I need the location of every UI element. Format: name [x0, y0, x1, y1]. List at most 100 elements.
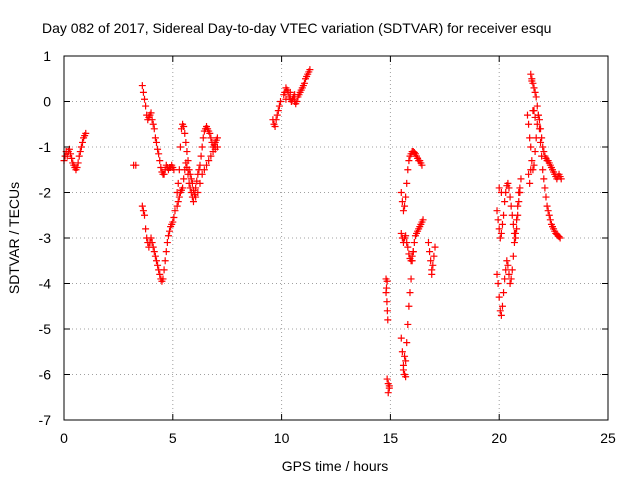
data-point-marker [399, 366, 407, 374]
data-point-marker [187, 175, 195, 183]
data-point-marker [404, 166, 412, 174]
data-point-marker [272, 116, 280, 124]
data-point-marker [149, 243, 157, 251]
data-point-marker [532, 93, 540, 101]
data-point-marker [507, 202, 515, 210]
data-point-marker [170, 214, 178, 222]
data-point-marker [75, 152, 83, 160]
data-point-marker [203, 161, 211, 169]
data-point-marker [192, 193, 200, 201]
data-point-marker [183, 163, 191, 171]
data-point-marker [166, 227, 174, 235]
data-point-marker [530, 84, 538, 92]
data-point-marker [427, 257, 435, 265]
data-point-marker [148, 116, 156, 124]
data-point-marker [407, 275, 415, 283]
data-point-marker [189, 198, 197, 206]
data-point-marker [152, 138, 160, 146]
data-point-marker [384, 389, 392, 397]
data-point-marker [408, 252, 416, 260]
data-point-marker [494, 216, 502, 224]
data-point-marker [150, 125, 158, 133]
data-point-marker [540, 175, 548, 183]
data-point-marker [512, 229, 520, 237]
data-point-marker [275, 102, 283, 110]
data-point-marker [383, 307, 391, 315]
data-point-marker [497, 229, 505, 237]
data-point-marker [418, 161, 426, 169]
data-point-marker [306, 66, 314, 74]
data-point-marker [506, 193, 514, 201]
data-point-marker [514, 211, 522, 219]
data-point-marker [500, 289, 508, 297]
data-point-marker [515, 189, 523, 196]
data-point-marker [506, 280, 514, 287]
data-point-marker [141, 95, 149, 103]
data-point-marker [194, 189, 202, 196]
data-point-marker [513, 216, 521, 224]
data-point-marker [383, 277, 391, 285]
data-point-marker [407, 257, 415, 265]
data-point-marker [274, 107, 282, 115]
data-point-marker [151, 252, 159, 260]
data-point-marker [207, 152, 215, 160]
data-point-marker [556, 234, 564, 242]
data-point-marker [530, 161, 538, 169]
data-point-marker [508, 266, 516, 274]
data-point-marker [67, 150, 75, 158]
data-point-marker [544, 207, 552, 215]
data-point-marker [410, 148, 418, 156]
data-point-marker [542, 193, 550, 201]
data-point-marker [156, 270, 164, 278]
data-point-marker [132, 161, 140, 169]
data-point-marker [139, 207, 147, 215]
data-point-marker [286, 88, 294, 96]
data-point-marker [139, 88, 147, 96]
data-point-marker [273, 111, 281, 119]
data-point-marker [398, 198, 406, 206]
data-point-marker [382, 289, 390, 297]
x-axis-label: GPS time / hours [282, 458, 389, 474]
y-tick-label: -7 [39, 412, 52, 428]
data-point-marker [154, 145, 162, 153]
data-point-marker [271, 123, 279, 131]
data-point-marker [175, 193, 183, 201]
data-point-marker [156, 157, 164, 165]
data-point-marker [196, 179, 204, 187]
data-point-marker [169, 218, 177, 226]
data-point-marker [528, 77, 536, 85]
data-point-marker [494, 280, 502, 287]
data-points [60, 66, 565, 397]
data-point-marker [514, 202, 522, 210]
data-point-marker [151, 134, 159, 142]
data-point-marker [505, 270, 513, 278]
data-point-marker [184, 170, 192, 178]
data-point-marker [540, 148, 548, 156]
y-tick-label: -3 [39, 230, 52, 246]
data-point-marker [533, 120, 541, 128]
data-point-marker [199, 134, 207, 142]
chart-title: Day 082 of 2017, Sidereal Day-to-day VTE… [42, 20, 551, 36]
data-point-marker [213, 143, 221, 151]
data-point-marker [493, 270, 501, 278]
data-point-marker [498, 220, 506, 228]
data-point-marker [397, 334, 405, 342]
data-point-marker [138, 202, 146, 210]
data-point-marker [557, 175, 565, 183]
data-point-marker [398, 348, 406, 356]
data-point-marker [495, 184, 503, 192]
data-point-marker [539, 166, 547, 174]
data-point-marker [431, 243, 439, 251]
data-point-marker [428, 270, 436, 278]
data-point-marker [516, 184, 524, 192]
data-point-marker [526, 179, 534, 187]
data-point-marker [496, 234, 504, 242]
data-point-marker [385, 382, 393, 390]
data-point-marker [149, 120, 157, 128]
data-point-marker [174, 179, 182, 187]
data-point-marker [426, 248, 434, 256]
data-point-marker [530, 107, 538, 115]
data-point-marker [501, 198, 509, 206]
data-point-marker [159, 275, 167, 283]
